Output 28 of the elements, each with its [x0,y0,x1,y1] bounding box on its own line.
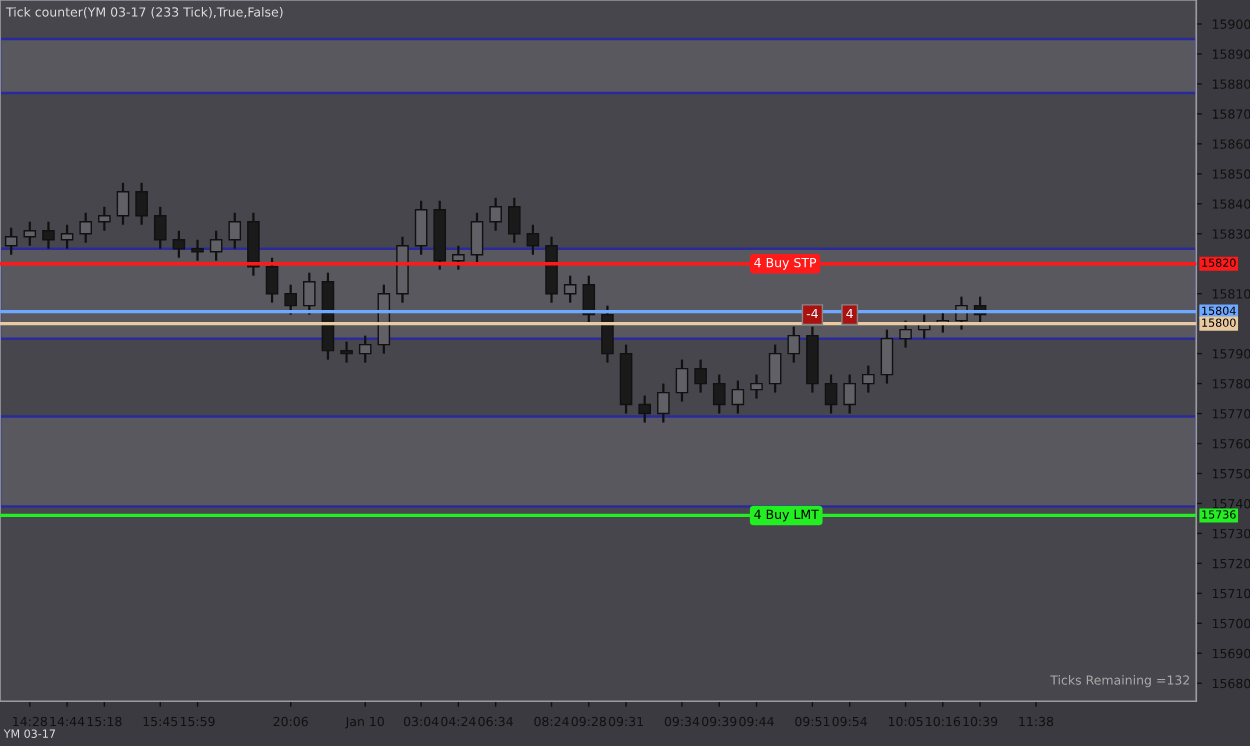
candlestick [247,211,260,277]
candlestick [601,304,614,364]
candlestick [526,223,540,256]
candlestick [675,358,689,403]
candlestick [806,325,819,394]
candlestick [265,256,279,304]
candlestick [153,205,167,250]
candlestick [98,205,111,232]
candlestick [284,283,297,316]
candlestick [303,271,316,316]
candlestick [768,343,782,394]
candlestick [712,373,726,415]
candlestick [545,235,558,304]
candlestick [862,364,875,394]
candlestick [694,358,707,394]
candlestick [116,181,130,226]
candlestick [42,220,55,250]
candlestick [638,394,651,424]
candlestick [750,373,763,400]
candlestick [340,340,353,364]
candlestick [135,181,148,226]
candlestick [172,229,186,259]
candlestick [191,238,204,262]
candlestick [79,211,92,244]
candlestick [489,196,502,232]
candlestick [824,373,838,415]
candlestick [563,274,577,304]
candlestick [507,196,521,244]
